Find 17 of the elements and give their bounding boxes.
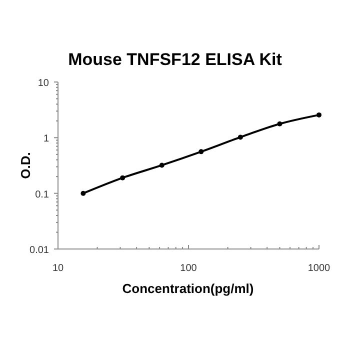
point bbox=[198, 149, 204, 154]
point bbox=[316, 112, 322, 118]
x-tick-label: 100 bbox=[180, 263, 198, 274]
point bbox=[80, 190, 86, 196]
y-axis-title: O.D. bbox=[18, 152, 33, 179]
y-tick-label: 0.01 bbox=[30, 245, 50, 256]
chart-title: Mouse TNFSF12 ELISA Kit bbox=[68, 50, 282, 69]
x-tick-label: 10 bbox=[52, 263, 64, 274]
x-tick-label: 1000 bbox=[308, 263, 331, 274]
y-tick-label: 10 bbox=[38, 78, 50, 89]
y-tick-label: 1 bbox=[43, 134, 50, 145]
point bbox=[120, 175, 126, 180]
y-tick-label: 0.1 bbox=[35, 189, 50, 200]
point bbox=[277, 121, 282, 126]
point bbox=[159, 162, 164, 168]
x-axis-title: Concentration(pg/ml) bbox=[122, 281, 254, 296]
point bbox=[238, 134, 243, 140]
